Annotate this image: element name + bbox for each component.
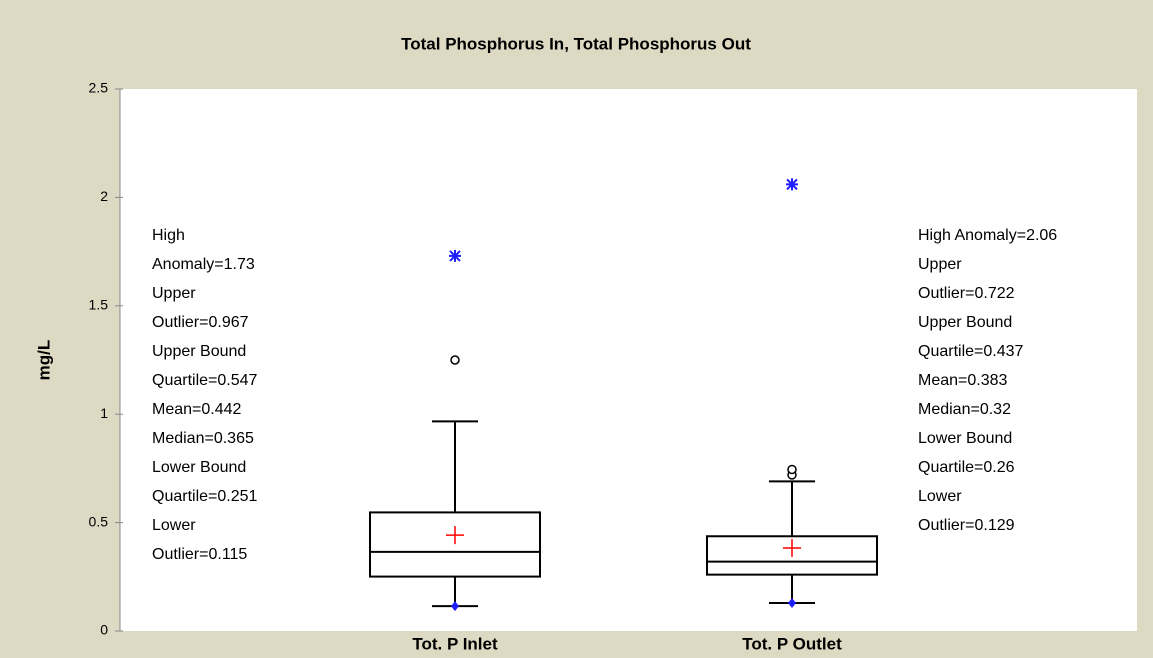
- annotation: Quartile=0.437: [918, 343, 1024, 360]
- y-axis-label: mg/L: [34, 340, 53, 381]
- box: [369, 511, 541, 578]
- y-tick-label: 1: [100, 405, 108, 421]
- box: [706, 535, 878, 576]
- mean-marker: [783, 538, 801, 557]
- y-tick-label: 2: [100, 188, 108, 204]
- plot-area: [120, 89, 1137, 631]
- annotation: High Anomaly=2.06: [918, 227, 1057, 244]
- annotation: Quartile=0.26: [918, 459, 1015, 476]
- annotation: Median=0.32: [918, 401, 1011, 418]
- chart-title: Total Phosphorus In, Total Phosphorus Ou…: [401, 34, 751, 53]
- x-tick-label: Tot. P Inlet: [412, 634, 498, 653]
- annotation: Outlier=0.967: [152, 314, 249, 331]
- y-tick-label: 0: [100, 622, 108, 638]
- y-tick-label: 1.5: [89, 297, 109, 313]
- x-tick-label: Tot. P Outlet: [742, 634, 842, 653]
- annotation: Upper: [918, 256, 962, 273]
- annotation: Quartile=0.547: [152, 372, 258, 389]
- annotation: High: [152, 227, 185, 244]
- whisker-low-marker: [451, 601, 459, 612]
- annotation: Upper Bound: [152, 343, 246, 360]
- outlier: [450, 355, 460, 365]
- annotation: Anomaly=1.73: [152, 256, 255, 273]
- y-tick-label: 0.5: [89, 513, 109, 529]
- anomaly: [449, 249, 461, 262]
- whisker-low-marker: [788, 598, 796, 609]
- outlier: [787, 464, 797, 475]
- annotation: Quartile=0.251: [152, 488, 258, 505]
- annotation: Outlier=0.129: [918, 517, 1015, 534]
- annotation: Lower: [152, 517, 196, 534]
- mean-marker: [446, 526, 464, 545]
- annotation: Lower: [918, 488, 962, 505]
- annotation: Outlier=0.115: [152, 546, 247, 563]
- annotation: Mean=0.442: [152, 401, 242, 418]
- y-tick-label: 2.5: [89, 80, 109, 96]
- annotation: Upper Bound: [918, 314, 1012, 331]
- annotation: Outlier=0.722: [918, 285, 1015, 302]
- annotation: Lower Bound: [918, 430, 1012, 447]
- annotation: Upper: [152, 285, 196, 302]
- annotation: Lower Bound: [152, 459, 246, 476]
- annotation: Mean=0.383: [918, 372, 1008, 389]
- annotation: Median=0.365: [152, 430, 254, 447]
- anomaly: [786, 178, 798, 191]
